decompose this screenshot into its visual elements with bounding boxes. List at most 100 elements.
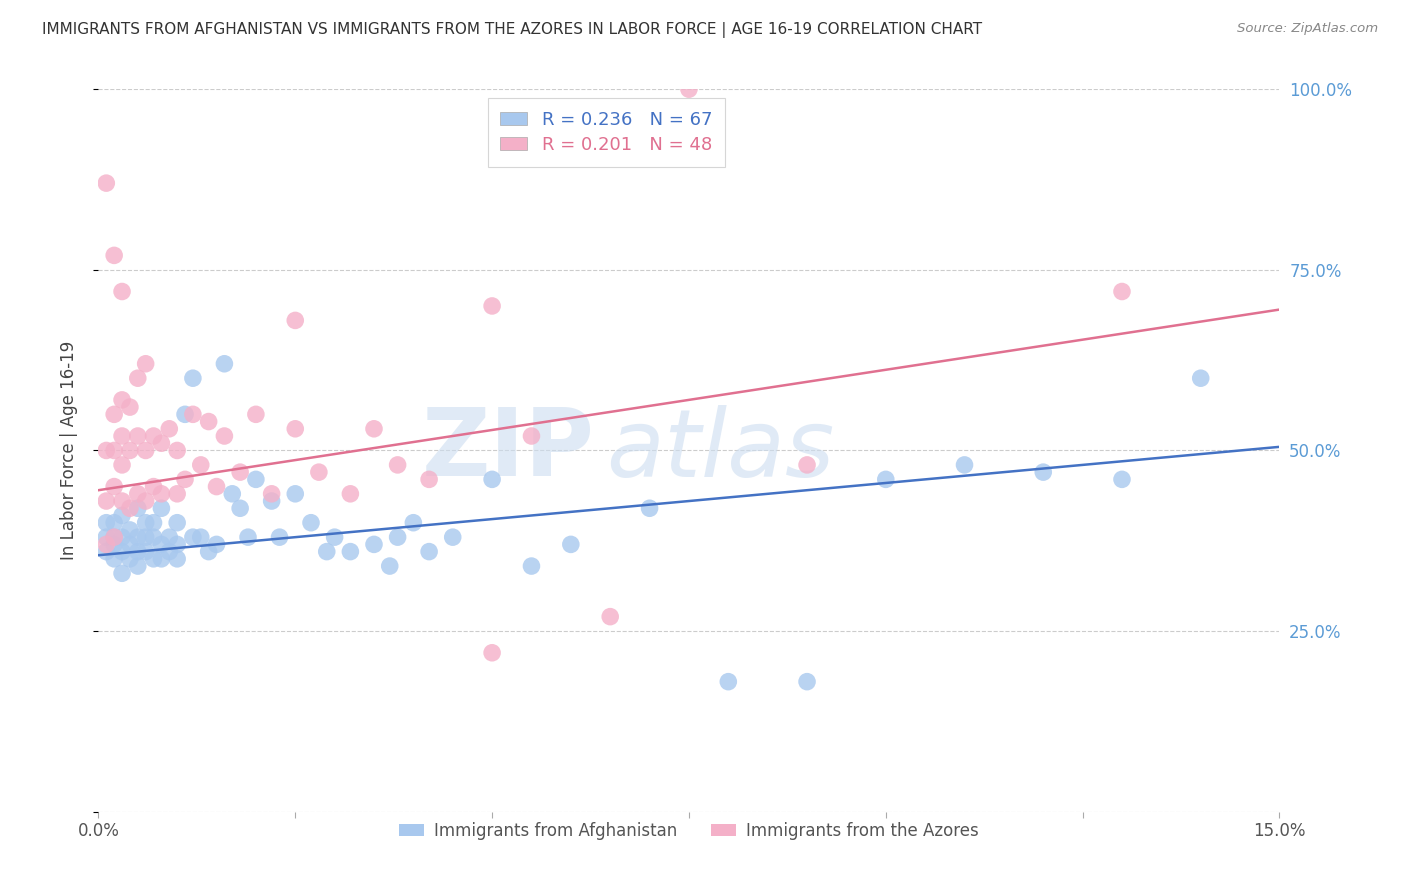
Point	[299, 516, 322, 530]
Point	[402, 516, 425, 530]
Point	[441, 530, 464, 544]
Point	[103, 530, 125, 544]
Point	[284, 487, 307, 501]
Point	[1189, 371, 1212, 385]
Point	[111, 392, 134, 407]
Point	[260, 487, 283, 501]
Point	[96, 516, 118, 530]
Point	[103, 407, 125, 421]
Point	[166, 487, 188, 501]
Point	[111, 508, 134, 523]
Point	[96, 443, 118, 458]
Point	[157, 544, 180, 558]
Point	[127, 559, 149, 574]
Point	[363, 422, 385, 436]
Point	[378, 559, 401, 574]
Point	[197, 544, 219, 558]
Point	[418, 544, 440, 558]
Point	[150, 436, 173, 450]
Point	[118, 501, 141, 516]
Point	[387, 530, 409, 544]
Point	[1032, 465, 1054, 479]
Point	[111, 530, 134, 544]
Point	[339, 487, 361, 501]
Point	[96, 530, 118, 544]
Point	[142, 551, 165, 566]
Point	[142, 516, 165, 530]
Point	[221, 487, 243, 501]
Point	[481, 646, 503, 660]
Point	[229, 465, 252, 479]
Point	[127, 501, 149, 516]
Point	[127, 530, 149, 544]
Point	[118, 551, 141, 566]
Point	[142, 530, 165, 544]
Point	[214, 357, 236, 371]
Point	[387, 458, 409, 472]
Point	[245, 407, 267, 421]
Point	[339, 544, 361, 558]
Point	[174, 472, 197, 486]
Point	[796, 458, 818, 472]
Point	[103, 537, 125, 551]
Point	[127, 429, 149, 443]
Point	[111, 458, 134, 472]
Point	[96, 494, 118, 508]
Point	[103, 551, 125, 566]
Point	[103, 516, 125, 530]
Point	[111, 566, 134, 581]
Point	[118, 443, 141, 458]
Point	[103, 530, 125, 544]
Point	[111, 544, 134, 558]
Point	[205, 480, 228, 494]
Point	[678, 82, 700, 96]
Point	[1111, 285, 1133, 299]
Point	[260, 494, 283, 508]
Point	[96, 544, 118, 558]
Point	[127, 487, 149, 501]
Text: ZIP: ZIP	[422, 404, 595, 497]
Point	[481, 472, 503, 486]
Point	[166, 443, 188, 458]
Point	[135, 357, 157, 371]
Point	[269, 530, 291, 544]
Point	[308, 465, 330, 479]
Point	[245, 472, 267, 486]
Point	[284, 313, 307, 327]
Point	[96, 176, 118, 190]
Point	[150, 501, 173, 516]
Point	[236, 530, 259, 544]
Point	[214, 429, 236, 443]
Point	[953, 458, 976, 472]
Point	[111, 429, 134, 443]
Point	[118, 537, 141, 551]
Point	[103, 480, 125, 494]
Point	[135, 530, 157, 544]
Point	[127, 544, 149, 558]
Point	[150, 487, 173, 501]
Point	[166, 551, 188, 566]
Text: atlas: atlas	[606, 405, 835, 496]
Point	[103, 248, 125, 262]
Legend: Immigrants from Afghanistan, Immigrants from the Azores: Immigrants from Afghanistan, Immigrants …	[392, 815, 986, 847]
Point	[181, 530, 204, 544]
Point	[717, 674, 740, 689]
Point	[520, 429, 543, 443]
Point	[157, 530, 180, 544]
Point	[157, 422, 180, 436]
Point	[135, 443, 157, 458]
Point	[418, 472, 440, 486]
Point	[481, 299, 503, 313]
Point	[315, 544, 337, 558]
Point	[638, 501, 661, 516]
Point	[190, 458, 212, 472]
Point	[323, 530, 346, 544]
Point	[150, 537, 173, 551]
Point	[560, 537, 582, 551]
Point	[181, 371, 204, 385]
Point	[190, 530, 212, 544]
Point	[174, 407, 197, 421]
Point	[875, 472, 897, 486]
Point	[166, 537, 188, 551]
Point	[150, 551, 173, 566]
